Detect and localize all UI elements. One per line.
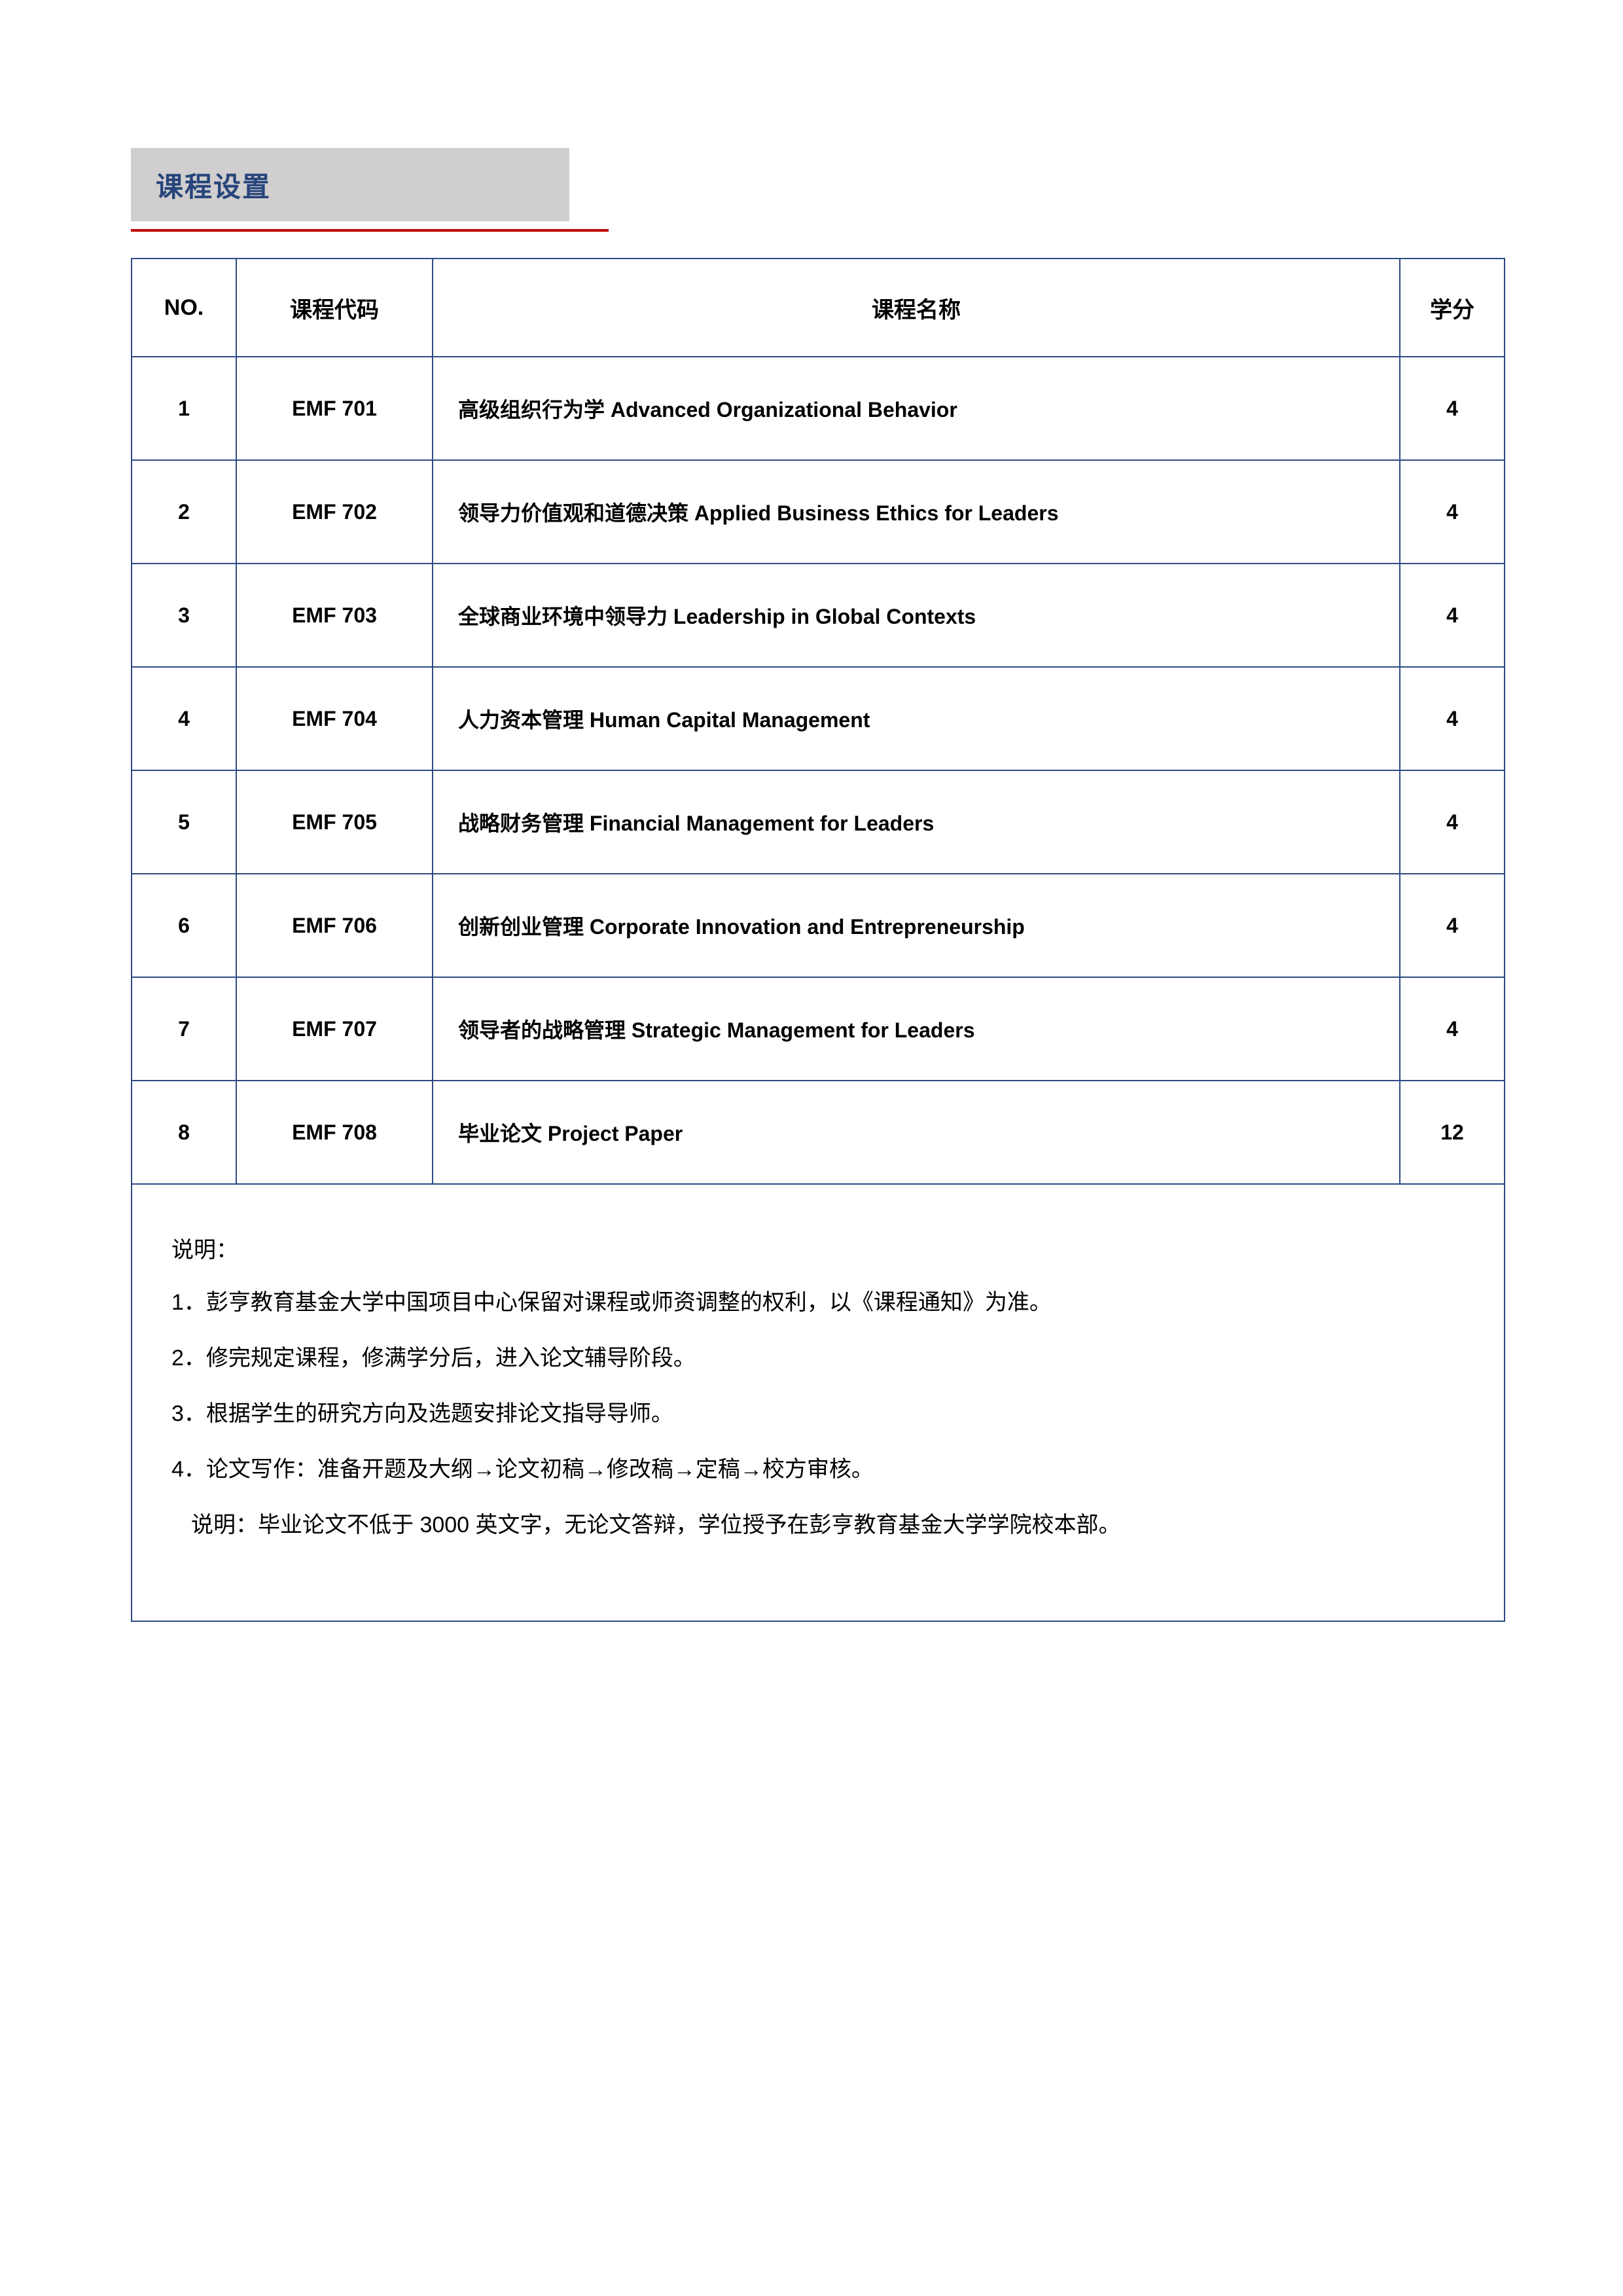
section-underline: [131, 229, 609, 232]
cell-no: 5: [132, 770, 236, 874]
notes-item: 4．论文写作：准备开题及大纲→论文初稿→修改稿→定稿→校方审核。: [171, 1453, 1465, 1486]
table-row: 7EMF 707领导者的战略管理 Strategic Management fo…: [132, 977, 1505, 1081]
cell-credits: 4: [1400, 460, 1505, 564]
cell-no: 7: [132, 977, 236, 1081]
section-title: 课程设置: [156, 165, 271, 205]
cell-no: 2: [132, 460, 236, 564]
table-row: 5EMF 705战略财务管理 Financial Management for …: [132, 770, 1505, 874]
notes-item: 1．彭亨教育基金大学中国项目中心保留对课程或师资调整的权利，以《课程通知》为准。: [171, 1286, 1465, 1319]
col-header-cred: 学分: [1400, 259, 1505, 357]
table-row: 3EMF 703全球商业环境中领导力 Leadership in Global …: [132, 564, 1505, 667]
notes-item: 3．根据学生的研究方向及选题安排论文指导导师。: [171, 1397, 1465, 1431]
notes-item: 2．修完规定课程，修满学分后，进入论文辅导阶段。: [171, 1342, 1465, 1375]
notes-block: 说明： 1．彭亨教育基金大学中国项目中心保留对课程或师资调整的权利，以《课程通知…: [131, 1185, 1505, 1622]
cell-code: EMF 702: [236, 460, 433, 564]
page-root: 课程设置 NO. 课程代码 课程名称 学分 1EMF 701高级组织行为学 Ad…: [0, 0, 1623, 2296]
cell-name: 高级组织行为学 Advanced Organizational Behavior: [433, 357, 1400, 460]
cell-name: 毕业论文 Project Paper: [433, 1081, 1400, 1184]
col-header-code: 课程代码: [236, 259, 433, 357]
notes-subnote: 说明：毕业论文不低于 3000 英文字，无论文答辩，学位授予在彭亨教育基金大学学…: [191, 1509, 1465, 1542]
cell-credits: 4: [1400, 667, 1505, 770]
cell-credits: 4: [1400, 770, 1505, 874]
cell-name: 战略财务管理 Financial Management for Leaders: [433, 770, 1400, 874]
cell-code: EMF 703: [236, 564, 433, 667]
cell-no: 3: [132, 564, 236, 667]
table-row: 2EMF 702领导力价值观和道德决策 Applied Business Eth…: [132, 460, 1505, 564]
cell-no: 6: [132, 874, 236, 977]
col-header-no: NO.: [132, 259, 236, 357]
course-table-wrap: NO. 课程代码 课程名称 学分 1EMF 701高级组织行为学 Advance…: [131, 258, 1505, 1622]
table-header-row: NO. 课程代码 课程名称 学分: [132, 259, 1505, 357]
table-row: 6EMF 706创新创业管理 Corporate Innovation and …: [132, 874, 1505, 977]
cell-code: EMF 708: [236, 1081, 433, 1184]
cell-no: 8: [132, 1081, 236, 1184]
cell-credits: 4: [1400, 564, 1505, 667]
cell-code: EMF 701: [236, 357, 433, 460]
cell-code: EMF 704: [236, 667, 433, 770]
cell-credits: 12: [1400, 1081, 1505, 1184]
section-header: 课程设置: [131, 148, 569, 221]
table-row: 1EMF 701高级组织行为学 Advanced Organizational …: [132, 357, 1505, 460]
cell-credits: 4: [1400, 874, 1505, 977]
cell-code: EMF 706: [236, 874, 433, 977]
table-row: 4EMF 704人力资本管理 Human Capital Management4: [132, 667, 1505, 770]
course-table: NO. 课程代码 课程名称 学分 1EMF 701高级组织行为学 Advance…: [131, 258, 1505, 1185]
cell-name: 人力资本管理 Human Capital Management: [433, 667, 1400, 770]
cell-code: EMF 707: [236, 977, 433, 1081]
cell-no: 1: [132, 357, 236, 460]
cell-name: 领导者的战略管理 Strategic Management for Leader…: [433, 977, 1400, 1081]
col-header-name: 课程名称: [433, 259, 1400, 357]
section-header-wrap: 课程设置: [131, 148, 1505, 221]
cell-credits: 4: [1400, 977, 1505, 1081]
table-row: 8EMF 708毕业论文 Project Paper12: [132, 1081, 1505, 1184]
cell-code: EMF 705: [236, 770, 433, 874]
cell-name: 创新创业管理 Corporate Innovation and Entrepre…: [433, 874, 1400, 977]
cell-name: 领导力价值观和道德决策 Applied Business Ethics for …: [433, 460, 1400, 564]
notes-title: 说明：: [171, 1232, 1465, 1264]
cell-credits: 4: [1400, 357, 1505, 460]
cell-name: 全球商业环境中领导力 Leadership in Global Contexts: [433, 564, 1400, 667]
cell-no: 4: [132, 667, 236, 770]
